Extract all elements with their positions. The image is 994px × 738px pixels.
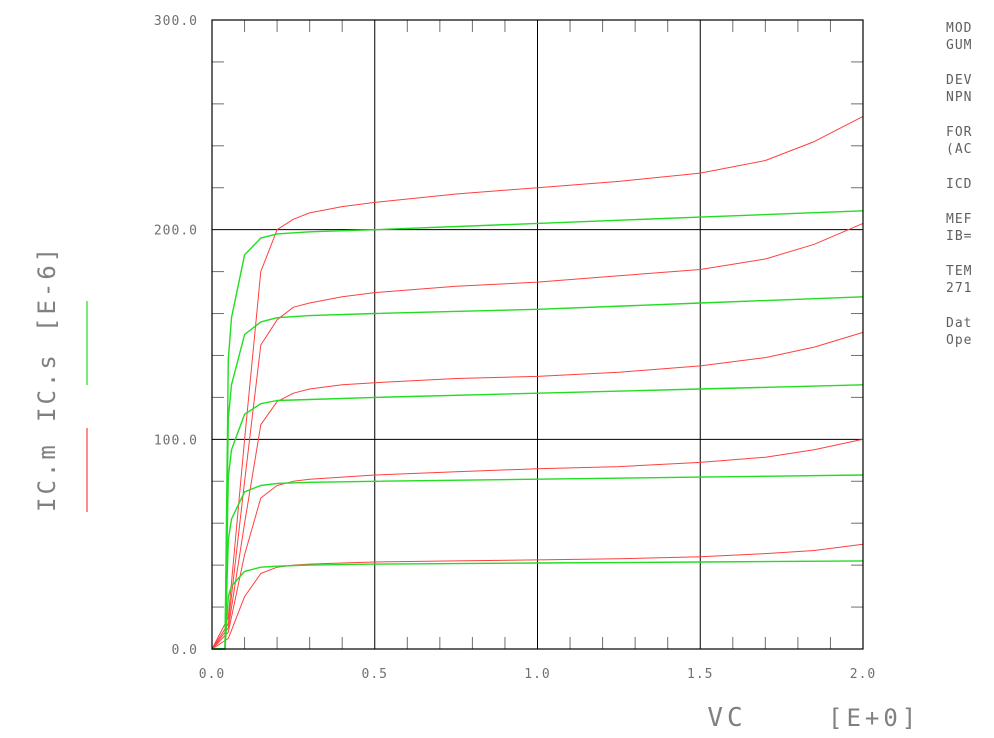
legend-label-ic-s: IC.s: [33, 352, 61, 422]
info-line: 271: [946, 281, 973, 296]
info-line: MEF: [946, 212, 973, 227]
ic-m-curve: [211, 331, 864, 650]
info-block: Dat Ope: [946, 315, 994, 349]
info-block: MEF IB=: [946, 211, 994, 245]
series-curves: [211, 115, 864, 650]
info-block: TEM 271: [946, 263, 994, 297]
info-line: DEV: [946, 73, 973, 88]
ic-s-curve: [212, 210, 864, 650]
info-block: FOR (AC: [946, 124, 994, 158]
x-tick-label: 0.0: [199, 667, 225, 682]
info-line: Ope: [946, 333, 973, 348]
info-line: FOR: [946, 125, 973, 140]
info-block: DEV NPN: [946, 72, 994, 106]
plot-frame: [211, 19, 864, 650]
ic-m-curve: [211, 543, 864, 650]
info-line: ICD: [946, 177, 973, 192]
legend-label-ic-m: IC.m: [33, 442, 61, 512]
x-tick-labels: 0.0 0.5 1.0 1.5 2.0: [199, 667, 876, 682]
x-tick-label: 1.0: [524, 667, 550, 682]
info-line: (AC: [946, 142, 973, 157]
y-axis-title: IC.m IC.s [E-6]: [33, 245, 61, 512]
grid-lines: [212, 20, 863, 649]
y-axis-exponent: [E-6]: [33, 245, 61, 332]
y-tick-label: 0.0: [172, 643, 198, 658]
x-tick-label: 1.5: [687, 667, 713, 682]
ic-m-curve: [211, 438, 864, 650]
info-line: TEM: [946, 264, 973, 279]
x-axis-exponent: [E+0]: [828, 704, 920, 732]
info-line: Dat: [946, 316, 973, 331]
info-line: NPN: [946, 90, 973, 105]
y-tick-label: 200.0: [154, 224, 198, 239]
ic-m-curve: [211, 115, 864, 650]
ic-m-curve: [211, 222, 864, 650]
info-line: GUM: [946, 38, 973, 53]
info-line: MOD: [946, 21, 973, 36]
tick-marks: [212, 20, 863, 649]
ic-s-curve: [212, 560, 864, 650]
ic-s-curve: [212, 474, 864, 650]
info-panel: MOD GUM DEV NPN FOR (AC ICD MEF IB= TEM 271 Dat Ope: [946, 20, 994, 367]
info-block: MOD GUM: [946, 20, 994, 54]
x-axis-label: VC: [707, 703, 746, 733]
y-tick-label: 100.0: [154, 433, 198, 448]
y-tick-label: 300.0: [154, 14, 198, 29]
x-tick-label: 0.5: [362, 667, 388, 682]
x-tick-label: 2.0: [850, 667, 876, 682]
info-line: IB=: [946, 229, 973, 244]
info-block: ICD: [946, 176, 994, 193]
y-tick-labels: 0.0 100.0 200.0 300.0: [154, 14, 198, 658]
